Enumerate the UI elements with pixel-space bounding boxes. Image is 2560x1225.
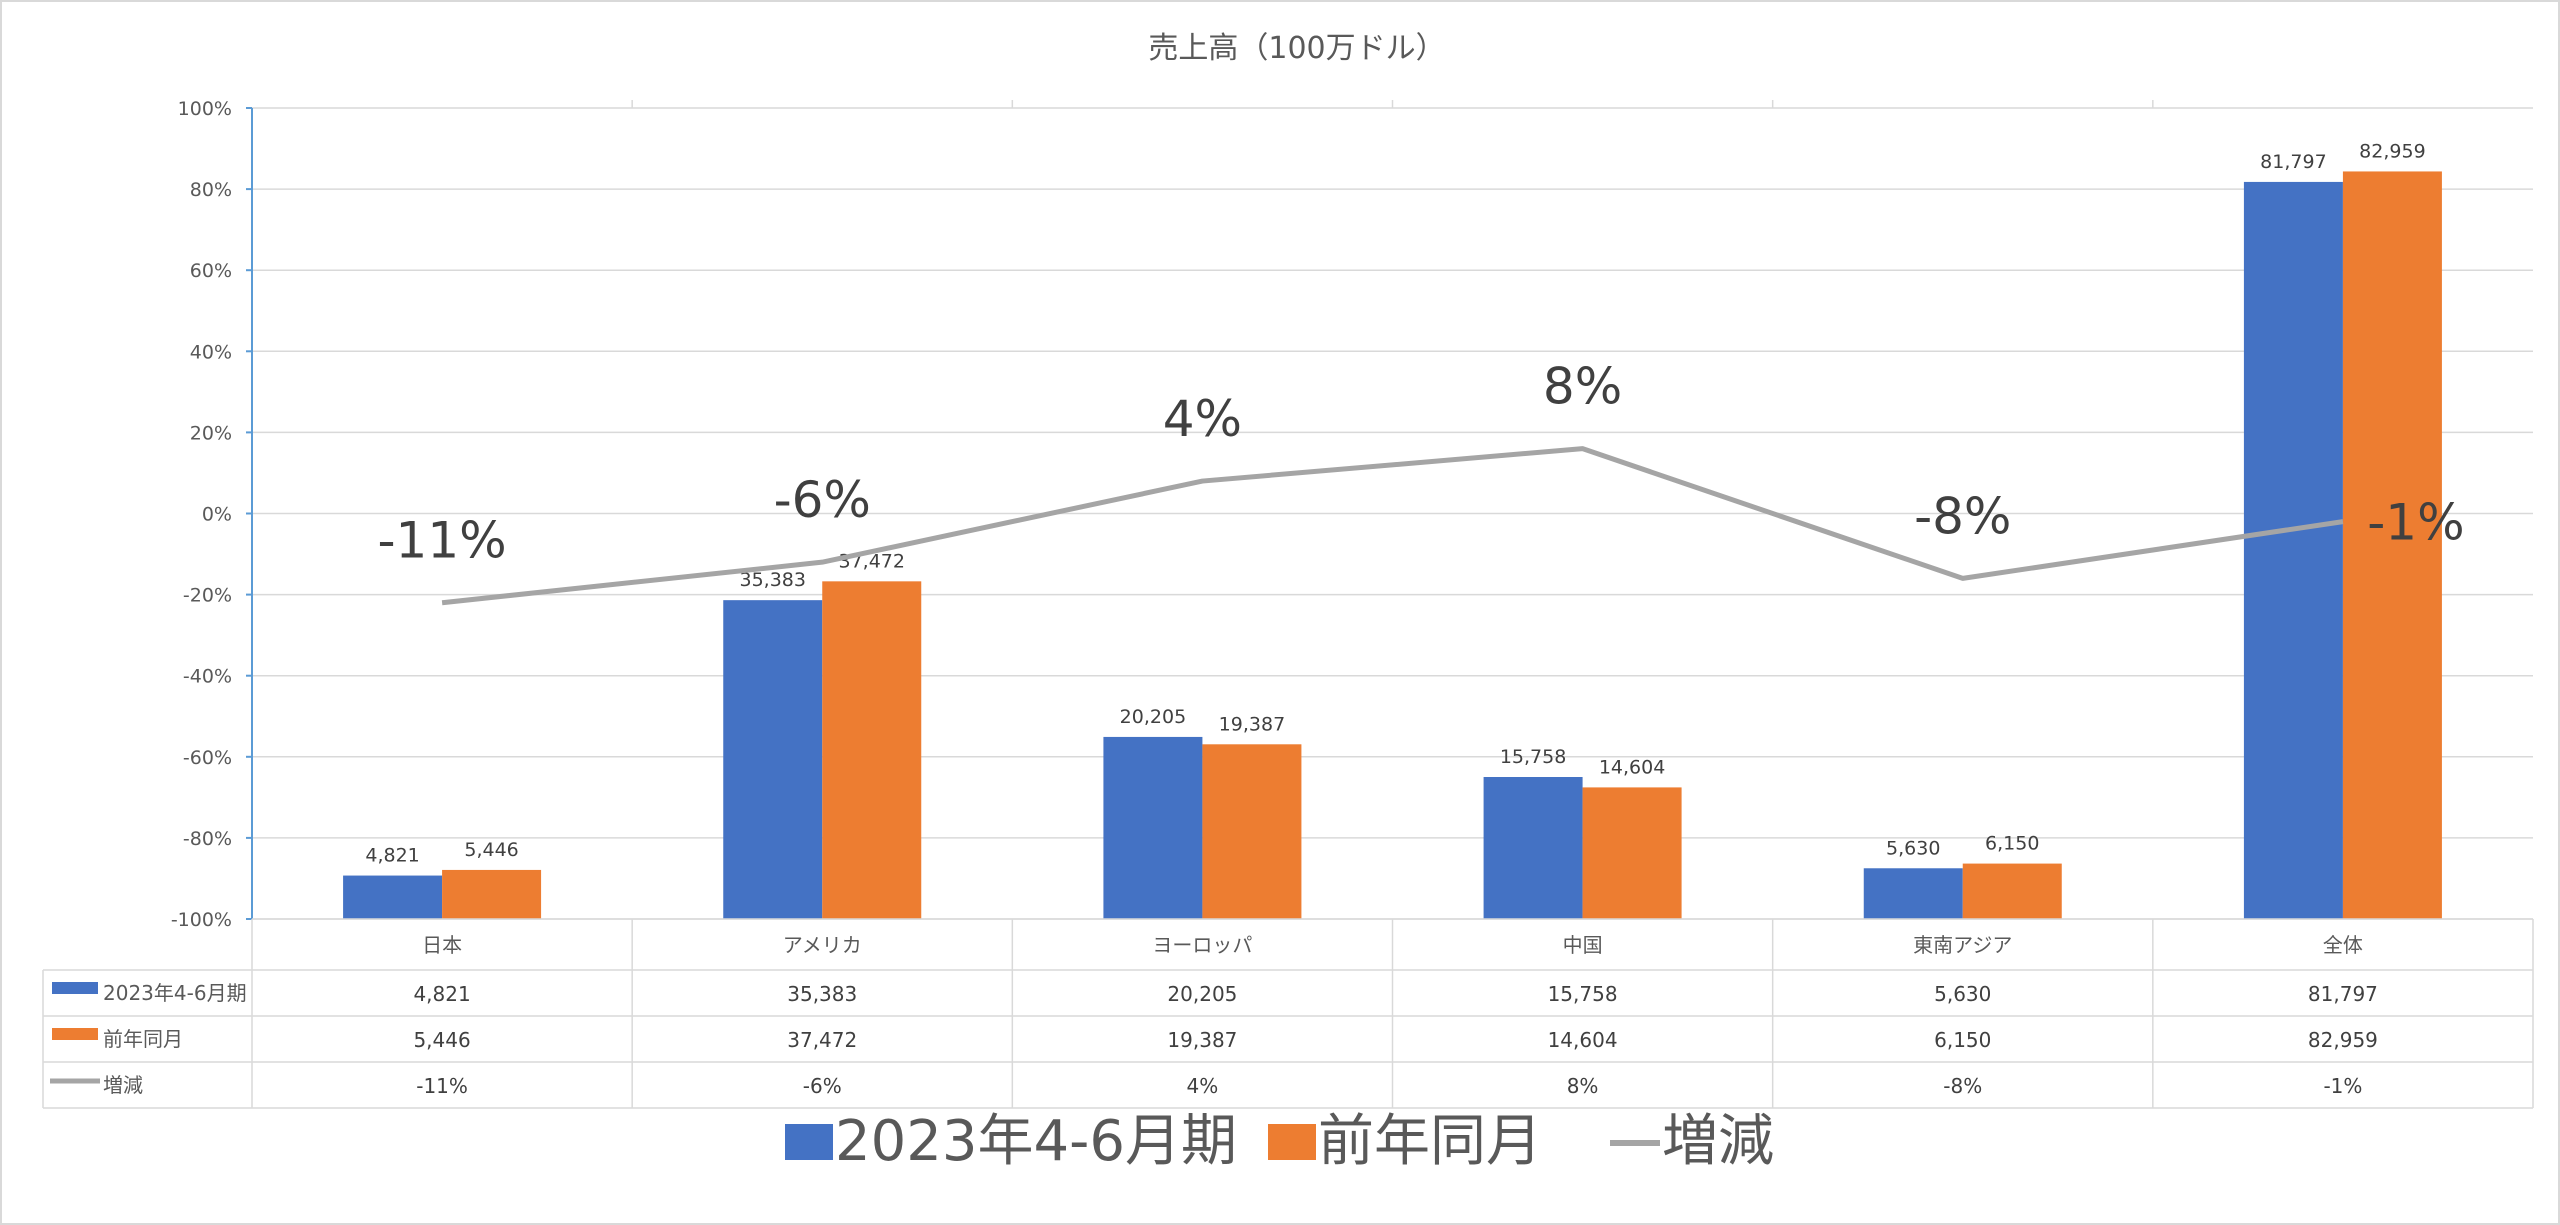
legend: 2023年4-6月期 前年同月 増減: [785, 1109, 1774, 1174]
bar-data-label: 6,150: [1985, 833, 2039, 855]
table-row-header: 増減: [103, 1073, 143, 1097]
bar: [1202, 744, 1302, 919]
y-tick-label: -40%: [183, 666, 232, 688]
bar-data-label: 35,383: [740, 569, 806, 591]
bar: [442, 869, 542, 919]
y-tick-label: 20%: [190, 422, 232, 444]
bar-data-label: 4,821: [365, 845, 419, 867]
y-tick-label: -60%: [183, 747, 232, 769]
chart-title: 売上高（100万ドル）: [1148, 31, 1445, 66]
bar-data-label: 5,630: [1886, 837, 1940, 859]
bar-data-label: 14,604: [1599, 756, 1665, 778]
table-cell: 35,383: [787, 982, 857, 1006]
bar: [822, 581, 922, 919]
table-legend-key: [52, 1028, 98, 1040]
legend-label: 増減: [1662, 1109, 1774, 1174]
table-cell: 37,472: [787, 1028, 857, 1052]
legend-item: 前年同月: [1268, 1109, 1542, 1174]
y-tick-label: 100%: [178, 98, 232, 120]
table-cell: -6%: [803, 1074, 842, 1098]
bar-data-label: 82,959: [2359, 140, 2425, 162]
y-tick-label: -80%: [183, 828, 232, 850]
bar-data-label: 81,797: [2260, 151, 2326, 173]
table-cell: 6,150: [1934, 1028, 1991, 1052]
table-cell: -1%: [2323, 1074, 2362, 1098]
change-data-label: 4%: [1163, 390, 1242, 448]
bar: [723, 600, 823, 919]
table-cell: -11%: [416, 1074, 468, 1098]
y-tick-label: -20%: [183, 585, 232, 607]
legend-item: 増減: [1610, 1109, 1774, 1174]
table-cell: 15,758: [1548, 982, 1618, 1006]
y-tick-label: -100%: [171, 909, 232, 931]
bar: [1863, 868, 1963, 919]
bar: [1103, 736, 1203, 919]
table-cell: -8%: [1943, 1074, 1982, 1098]
change-line-series: -11% -6% 4% 8% -8% -1%: [377, 358, 2465, 606]
category-label: ヨーロッパ: [1152, 933, 1252, 957]
table-cell: 14,604: [1548, 1028, 1618, 1052]
change-data-label: -6%: [774, 471, 871, 529]
category-label: アメリカ: [783, 933, 862, 957]
legend-label: 2023年4-6月期: [835, 1109, 1237, 1174]
table-row-header: 2023年4-6月期: [103, 981, 247, 1005]
y-tick-label: 80%: [190, 179, 232, 201]
legend-label: 前年同月: [1318, 1109, 1542, 1174]
bar: [2243, 181, 2343, 919]
table-cell: 5,446: [413, 1028, 470, 1052]
bar: [343, 875, 443, 919]
bar: [1582, 787, 1682, 919]
bar: [1962, 863, 2062, 919]
bar-data-label: 15,758: [1500, 746, 1566, 768]
change-line: [441, 446, 2344, 606]
table-cell: 81,797: [2308, 982, 2378, 1006]
table-cell: 4,821: [413, 982, 470, 1006]
y-tick-label: 40%: [190, 341, 232, 363]
legend-item: 2023年4-6月期: [785, 1109, 1237, 1174]
bar: [2342, 171, 2442, 919]
table-cell: 19,387: [1167, 1028, 1237, 1052]
table-cell: 4%: [1187, 1074, 1219, 1098]
category-label: 東南アジア: [1913, 933, 2012, 957]
bar-data-label: 5,446: [464, 839, 518, 861]
table-cell: 82,959: [2308, 1028, 2378, 1052]
category-label: 日本: [422, 933, 462, 957]
table-row-header: 前年同月: [103, 1027, 183, 1051]
category-label: 中国: [1563, 933, 1603, 957]
data-table: 日本 アメリカ ヨーロッパ 中国 東南アジア 全体 2023年4-6月期 4,821 35,38…: [42, 918, 2534, 1109]
bar: [1483, 777, 1583, 919]
legend-swatch: [1268, 1124, 1316, 1160]
category-label: 全体: [2323, 933, 2363, 957]
y-axis: 100% 80% 60% 40% 20% 0% -20% -40% -60% -80% -100%: [171, 98, 253, 931]
change-data-label: 8%: [1543, 358, 1622, 416]
legend-swatch: [785, 1124, 833, 1160]
change-data-label: -8%: [1914, 487, 2011, 545]
table-cell: 20,205: [1167, 982, 1237, 1006]
table-cell: 5,630: [1934, 982, 1991, 1006]
table-cell: 8%: [1567, 1074, 1599, 1098]
y-tick-label: 0%: [202, 504, 232, 526]
change-data-label: -1%: [2367, 494, 2464, 552]
bar-data-label: 20,205: [1120, 706, 1186, 728]
y-tick-label: 60%: [190, 260, 232, 282]
bar-data-label: 19,387: [1219, 713, 1285, 735]
bar-series-1: 4,821 35,383 20,205 15,758 5,630 81,797: [343, 151, 2343, 919]
change-data-label: -11%: [377, 512, 506, 570]
table-legend-key: [52, 982, 98, 994]
